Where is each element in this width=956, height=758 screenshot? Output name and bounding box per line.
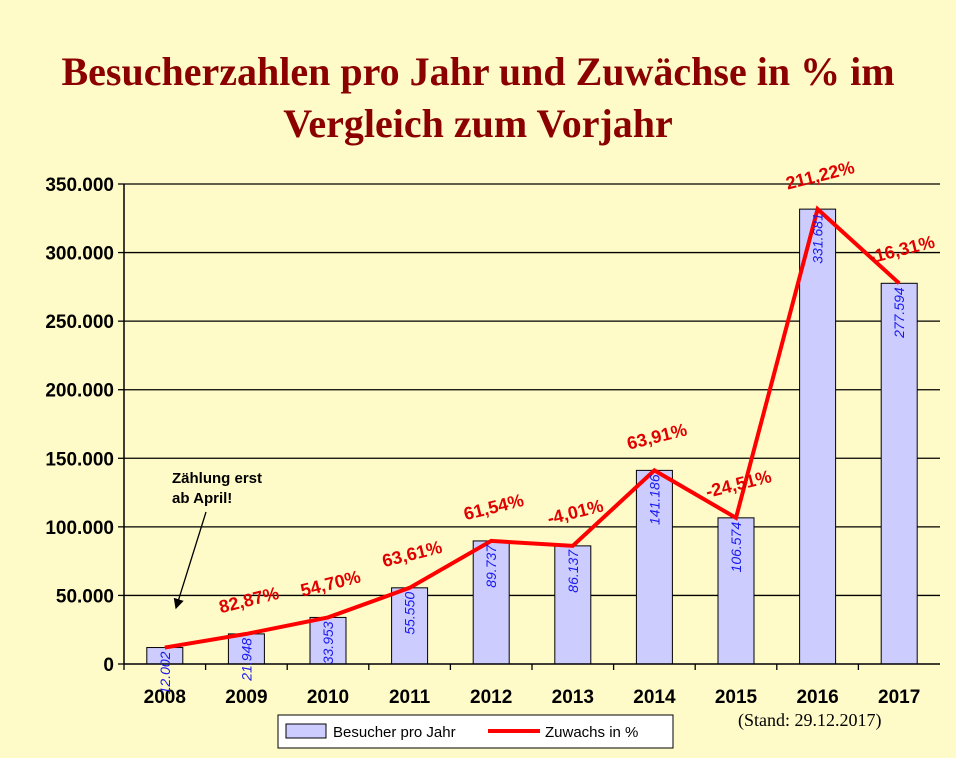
bar — [635, 469, 673, 665]
growth-percent-label: -24,51% — [704, 466, 774, 502]
x-tick-label: 2014 — [633, 687, 676, 708]
growth-point — [817, 208, 819, 210]
growth-percent-label: 63,61% — [380, 537, 444, 571]
line-series — [164, 205, 901, 650]
status-date: (Stand: 29.12.2017) — [738, 710, 882, 730]
legend-box — [277, 714, 674, 749]
growth-percent-label: 61,54% — [462, 490, 526, 524]
chart-title-line1: Besucherzahlen pro Jahr und Zuwächse in … — [61, 49, 895, 94]
legend-label-line: Zuwachs in % — [545, 724, 638, 741]
growth-percent-label: 211,22% — [784, 157, 857, 193]
growth-point — [164, 647, 166, 649]
y-tick-label: 50.000 — [56, 586, 114, 607]
bar — [880, 282, 918, 665]
legend: Besucher pro Jahr Zuwachs in % — [277, 714, 674, 749]
x-tick-label: 2010 — [307, 687, 349, 708]
annotation: Zählung erst ab April! — [172, 470, 262, 610]
growth-line — [164, 205, 901, 650]
y-tick-label: 100.000 — [45, 518, 114, 539]
bar-value-label: 89.737 — [483, 544, 499, 588]
bar-value-label: 33.953 — [320, 621, 336, 664]
bar-value-label: 106.574 — [728, 522, 744, 573]
growth-point — [490, 540, 492, 542]
x-tick-label: 2009 — [225, 687, 267, 708]
growth-percent-label: -16,31% — [867, 232, 937, 268]
x-tick-label: 2012 — [470, 687, 512, 708]
bar-value-label: 141.186 — [646, 474, 662, 525]
bar-series — [146, 208, 918, 665]
y-tick-label: 150.000 — [45, 449, 114, 470]
bar-value-label: 21.948 — [238, 638, 254, 682]
y-tick-label: 300.000 — [45, 244, 114, 265]
growth-point — [653, 469, 655, 471]
legend-swatch-bar — [285, 723, 327, 739]
y-tick-label: 0 — [103, 655, 114, 676]
x-tick-label: 2008 — [144, 687, 186, 708]
legend-label-bar: Besucher pro Jahr — [333, 724, 456, 741]
annotation-line1: Zählung erst — [172, 470, 262, 487]
growth-point — [735, 517, 737, 519]
y-tick-label: 200.000 — [45, 381, 114, 402]
bar-value-label: 12.002 — [157, 651, 173, 694]
y-tick-label: 350.000 — [45, 175, 114, 196]
x-tick-label: 2017 — [878, 687, 920, 708]
annotation-line2: ab April! — [172, 490, 232, 507]
x-tick-label: 2013 — [552, 687, 594, 708]
growth-point — [898, 282, 900, 284]
bar — [554, 545, 592, 665]
bar-value-label: 277.594 — [891, 287, 907, 339]
x-tick-label: 2015 — [715, 687, 758, 708]
x-tick-label: 2016 — [796, 687, 838, 708]
bar-value-label: 86.137 — [565, 549, 581, 593]
chart-title-line2: Vergleich zum Vorjahr — [283, 101, 673, 146]
bar-value-label: 55.550 — [402, 592, 418, 635]
growth-point — [572, 545, 574, 547]
bar — [472, 540, 510, 665]
growth-point — [409, 587, 411, 589]
annotation-arrow — [173, 511, 207, 610]
axes: 0 50.000 100.000 150.000 200.000 250.000 300.0… — [45, 175, 940, 708]
growth-percent-label: 63,91% — [625, 419, 689, 453]
growth-point — [245, 633, 247, 635]
bar-value-label: 331.681 — [810, 213, 826, 264]
chart-title: Besucherzahlen pro Jahr und Zuwächse in … — [0, 46, 956, 150]
y-tick-label: 250.000 — [45, 312, 114, 333]
bar — [799, 208, 837, 665]
growth-point — [327, 616, 329, 618]
x-tick-label: 2011 — [389, 687, 431, 708]
growth-percent-label: 82,87% — [217, 583, 281, 617]
